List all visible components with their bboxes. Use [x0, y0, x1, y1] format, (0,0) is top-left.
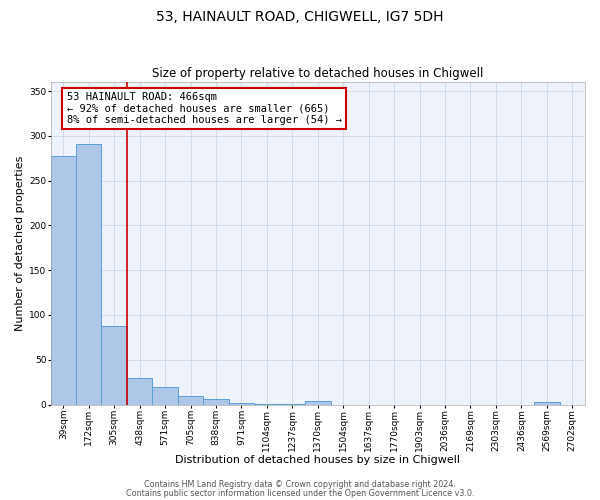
Bar: [50, 156, 76, 404]
Bar: [305, 401, 331, 404]
Bar: [229, 403, 254, 404]
Text: Contains public sector information licensed under the Open Government Licence v3: Contains public sector information licen…: [126, 488, 474, 498]
Bar: [178, 396, 203, 404]
Text: 53, HAINAULT ROAD, CHIGWELL, IG7 5DH: 53, HAINAULT ROAD, CHIGWELL, IG7 5DH: [156, 10, 444, 24]
Y-axis label: Number of detached properties: Number of detached properties: [15, 156, 25, 331]
Text: Contains HM Land Registry data © Crown copyright and database right 2024.: Contains HM Land Registry data © Crown c…: [144, 480, 456, 489]
Bar: [101, 326, 127, 404]
Bar: [203, 399, 229, 404]
Bar: [127, 378, 152, 404]
X-axis label: Distribution of detached houses by size in Chigwell: Distribution of detached houses by size …: [175, 455, 460, 465]
Text: 53 HAINAULT ROAD: 466sqm
← 92% of detached houses are smaller (665)
8% of semi-d: 53 HAINAULT ROAD: 466sqm ← 92% of detach…: [67, 92, 341, 125]
Bar: [534, 402, 560, 404]
Bar: [152, 386, 178, 404]
Bar: [76, 144, 101, 405]
Title: Size of property relative to detached houses in Chigwell: Size of property relative to detached ho…: [152, 66, 484, 80]
